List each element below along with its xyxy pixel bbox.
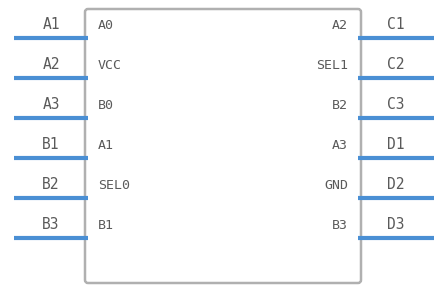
Text: B1: B1 — [98, 219, 114, 232]
Text: SEL0: SEL0 — [98, 179, 130, 192]
Text: D1: D1 — [387, 137, 405, 152]
Text: VCC: VCC — [98, 59, 122, 72]
Text: A1: A1 — [42, 17, 60, 32]
FancyBboxPatch shape — [85, 9, 361, 283]
Text: C2: C2 — [387, 57, 405, 72]
Text: A2: A2 — [42, 57, 60, 72]
Text: GND: GND — [324, 179, 348, 192]
Text: A2: A2 — [332, 19, 348, 32]
Text: B0: B0 — [98, 99, 114, 112]
Text: A0: A0 — [98, 19, 114, 32]
Text: C1: C1 — [387, 17, 405, 32]
Text: D2: D2 — [387, 177, 405, 192]
Text: B2: B2 — [42, 177, 60, 192]
Text: C3: C3 — [387, 97, 405, 112]
Text: A1: A1 — [98, 139, 114, 152]
Text: B1: B1 — [42, 137, 60, 152]
Text: A3: A3 — [332, 139, 348, 152]
Text: SEL1: SEL1 — [316, 59, 348, 72]
Text: B3: B3 — [332, 219, 348, 232]
Text: D3: D3 — [387, 217, 405, 232]
Text: B3: B3 — [42, 217, 60, 232]
Text: B2: B2 — [332, 99, 348, 112]
Text: A3: A3 — [42, 97, 60, 112]
